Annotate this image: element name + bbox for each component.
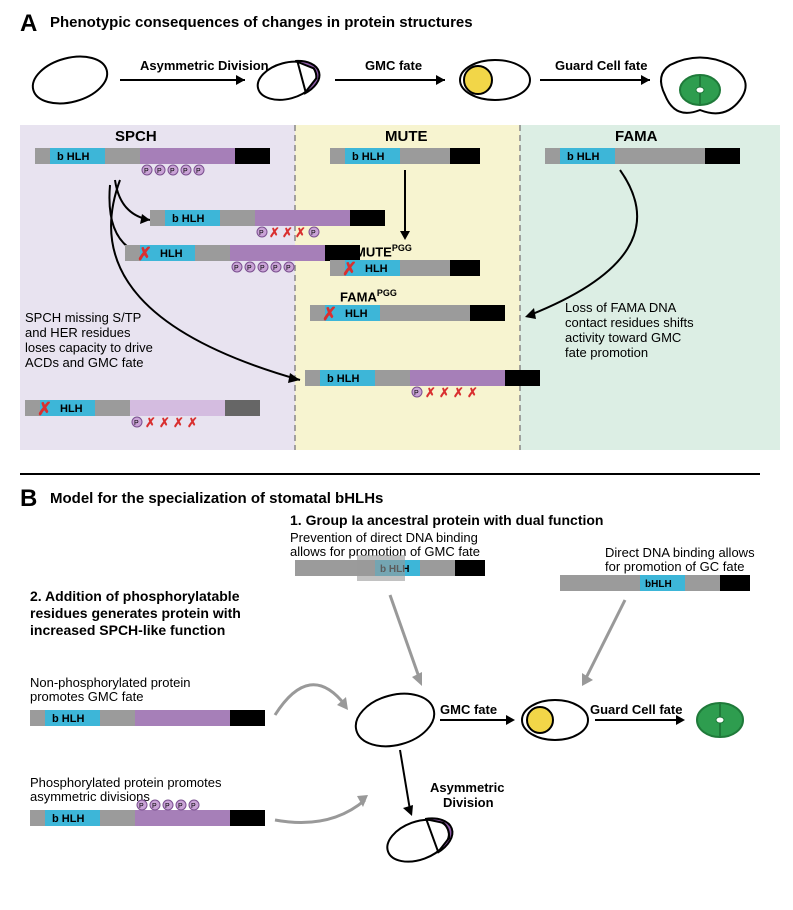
- svg-text:✗: ✗: [425, 385, 436, 400]
- svg-text:b HLH: b HLH: [327, 373, 359, 385]
- svg-text:✗: ✗: [159, 415, 170, 430]
- svg-text:P: P: [273, 265, 278, 272]
- svg-text:HLH: HLH: [160, 248, 183, 260]
- fama-pgg-label: FAMAPGG: [340, 288, 397, 304]
- svg-text:P: P: [234, 265, 239, 272]
- panel-b-letter: B: [20, 485, 37, 513]
- spch-text-2: and HER residues: [25, 325, 131, 340]
- svg-text:P: P: [311, 230, 316, 237]
- svg-text:HLH: HLH: [60, 403, 83, 415]
- svg-text:b HLH: b HLH: [352, 151, 384, 163]
- panel-a-top-row: [0, 35, 793, 135]
- svg-text:✗: ✗: [187, 415, 198, 430]
- svg-text:P: P: [260, 265, 265, 272]
- label-asymmetric-division: Asymmetric Division: [140, 58, 269, 73]
- svg-text:P: P: [152, 803, 157, 810]
- panel-a-proteins: b HLH P P P P P b HLH P ✗✗✗ P HLH: [20, 125, 780, 450]
- svg-text:P: P: [134, 420, 139, 427]
- svg-text:b HLH: b HLH: [57, 151, 89, 163]
- spch-text-1: SPCH missing S/TP: [25, 310, 141, 325]
- panel-a-title: Phenotypic consequences of changes in pr…: [50, 14, 473, 31]
- svg-text:✗: ✗: [145, 415, 156, 430]
- fama-text-2: contact residues shifts: [565, 315, 694, 330]
- divider: [20, 473, 760, 475]
- svg-text:✗: ✗: [282, 225, 293, 240]
- svg-text:P: P: [414, 390, 419, 397]
- svg-text:P: P: [196, 168, 201, 175]
- svg-text:✗: ✗: [322, 304, 337, 324]
- svg-text:P: P: [157, 168, 162, 175]
- svg-text:P: P: [178, 803, 183, 810]
- panel-b-title: Model for the specialization of stomatal…: [50, 490, 383, 507]
- fama-text-4: fate promotion: [565, 345, 648, 360]
- svg-text:✗: ✗: [137, 244, 152, 264]
- svg-text:bHLH: bHLH: [645, 579, 672, 590]
- spch-text-3: loses capacity to drive: [25, 340, 153, 355]
- svg-text:HLH: HLH: [345, 308, 368, 320]
- svg-text:✗: ✗: [295, 225, 306, 240]
- svg-text:✗: ✗: [37, 399, 52, 419]
- svg-text:P: P: [191, 803, 196, 810]
- panel-a-letter: A: [20, 10, 37, 38]
- svg-text:b HLH: b HLH: [52, 713, 84, 725]
- svg-text:b HLH: b HLH: [567, 151, 599, 163]
- spch-text-4: ACDs and GMC fate: [25, 355, 144, 370]
- svg-text:P: P: [183, 168, 188, 175]
- svg-text:✗: ✗: [453, 385, 464, 400]
- svg-text:P: P: [247, 265, 252, 272]
- svg-text:P: P: [144, 168, 149, 175]
- svg-text:P: P: [139, 803, 144, 810]
- fama-text-3: activity toward GMC: [565, 330, 681, 345]
- svg-text:P: P: [259, 230, 264, 237]
- fama-text-1: Loss of FAMA DNA: [565, 300, 676, 315]
- label-gmc-fate-a: GMC fate: [365, 58, 422, 73]
- svg-text:✗: ✗: [439, 385, 450, 400]
- svg-text:✗: ✗: [173, 415, 184, 430]
- svg-text:b HLH: b HLH: [172, 213, 204, 225]
- svg-text:✗: ✗: [269, 225, 280, 240]
- mute-pgg-label: MUTEPGG: [355, 243, 412, 259]
- svg-text:✗: ✗: [467, 385, 478, 400]
- svg-text:P: P: [286, 265, 291, 272]
- svg-text:HLH: HLH: [365, 263, 388, 275]
- label-guard-cell-fate-a: Guard Cell fate: [555, 58, 647, 73]
- svg-text:P: P: [170, 168, 175, 175]
- svg-text:P: P: [165, 803, 170, 810]
- panel-b-svg: b HLH bHLH b HLH b HLH P P P P P: [0, 510, 793, 910]
- svg-text:b HLH: b HLH: [52, 813, 84, 825]
- svg-text:✗: ✗: [342, 259, 357, 279]
